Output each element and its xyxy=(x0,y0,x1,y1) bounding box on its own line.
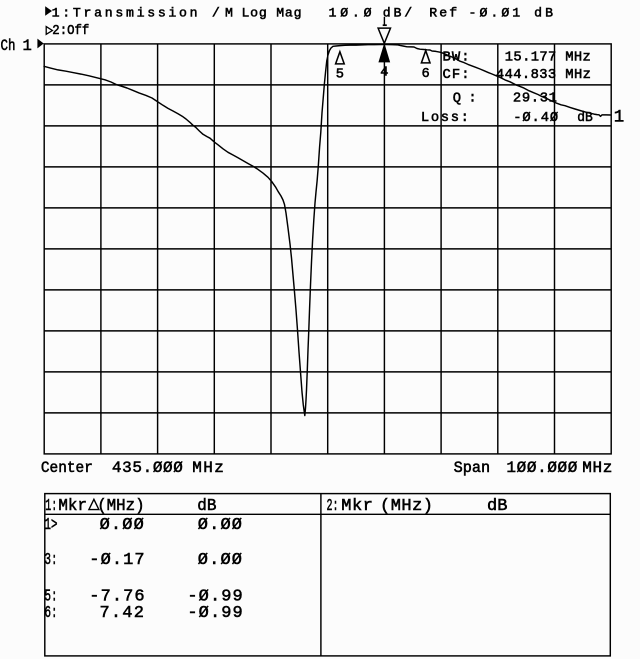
svg-text:-7.76: -7.76 xyxy=(89,588,144,607)
svg-text:Mkr: Mkr xyxy=(58,497,87,516)
svg-text:1>: 1> xyxy=(45,516,58,535)
svg-text:dB/: dB/ xyxy=(383,6,413,21)
svg-text:-Ø.99: -Ø.99 xyxy=(187,588,242,607)
svg-text:7.42: 7.42 xyxy=(100,604,144,623)
svg-text:5:: 5: xyxy=(45,588,58,607)
svg-text:(MHz): (MHz) xyxy=(380,497,433,516)
svg-text:1ØØ.ØØØ: 1ØØ.ØØØ xyxy=(506,459,577,477)
svg-text:dB: dB xyxy=(487,497,508,516)
svg-text:Span: Span xyxy=(454,459,491,477)
svg-text:Ø.ØØ: Ø.ØØ xyxy=(198,551,242,570)
svg-text:MHz: MHz xyxy=(582,459,612,477)
svg-text:dB: dB xyxy=(577,110,593,126)
svg-text:1: 1 xyxy=(614,108,624,127)
svg-text:2:Off: 2:Off xyxy=(52,24,89,39)
svg-text:2:: 2: xyxy=(327,497,339,516)
svg-text:-Ø.17: -Ø.17 xyxy=(89,551,144,570)
svg-text:5: 5 xyxy=(336,68,344,83)
svg-text:1:: 1: xyxy=(45,497,57,516)
svg-text:4: 4 xyxy=(380,66,388,81)
svg-text:3:: 3: xyxy=(45,551,58,570)
svg-text:-Ø.4Ø: -Ø.4Ø xyxy=(513,110,558,126)
svg-text:Log Mag: Log Mag xyxy=(242,6,302,21)
svg-text:CF:: CF: xyxy=(443,68,470,83)
svg-text:6:: 6: xyxy=(45,604,58,623)
svg-text:29.31: 29.31 xyxy=(513,92,557,107)
svg-text:MHz: MHz xyxy=(192,459,224,477)
svg-text:444.833 MHz: 444.833 MHz xyxy=(496,68,591,83)
svg-text:-Ø.99: -Ø.99 xyxy=(187,604,242,623)
svg-text:15.177 MHz: 15.177 MHz xyxy=(505,51,591,66)
svg-text:Ch: Ch xyxy=(1,37,16,55)
svg-text:Center: Center xyxy=(41,459,93,477)
svg-text:(MHz): (MHz) xyxy=(97,497,145,516)
svg-text:dB: dB xyxy=(197,497,216,516)
svg-text:6: 6 xyxy=(421,67,429,82)
svg-text:Loss:: Loss: xyxy=(421,111,469,126)
svg-text:Ref: Ref xyxy=(429,6,457,21)
svg-text:Ø.ØØ: Ø.ØØ xyxy=(100,516,144,535)
svg-text:435.ØØØ: 435.ØØØ xyxy=(112,459,183,477)
svg-text:Mkr: Mkr xyxy=(341,497,373,516)
svg-text:BW:: BW: xyxy=(443,51,470,66)
svg-text:1: 1 xyxy=(23,37,32,55)
svg-text:Ø.ØØ: Ø.ØØ xyxy=(198,516,242,535)
